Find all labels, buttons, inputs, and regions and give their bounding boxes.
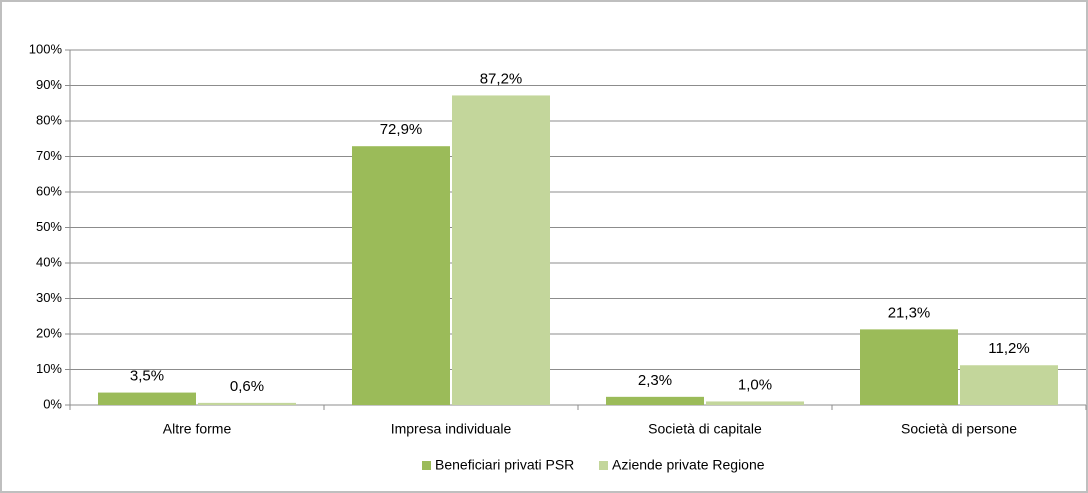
- x-tick-label: Impresa individuale: [391, 421, 512, 437]
- bar: [198, 402, 296, 405]
- value-label: 0,6%: [230, 378, 264, 395]
- value-label: 2,3%: [638, 372, 672, 389]
- x-tick-label: Società di capitale: [648, 421, 762, 437]
- bar: [706, 401, 804, 405]
- bar: [98, 392, 196, 405]
- value-label: 87,2%: [480, 70, 523, 87]
- legend-label: Aziende private Regione: [612, 457, 765, 473]
- y-tick-label: 80%: [36, 112, 62, 127]
- y-tick-label: 90%: [36, 77, 62, 92]
- y-tick-label: 60%: [36, 183, 62, 198]
- value-label: 3,5%: [130, 368, 164, 385]
- bar: [352, 146, 450, 405]
- y-tick-label: 40%: [36, 254, 62, 269]
- y-tick-label: 100%: [29, 41, 63, 56]
- legend-swatch: [422, 461, 431, 470]
- y-tick-label: 70%: [36, 148, 62, 163]
- y-tick-label: 20%: [36, 325, 62, 340]
- legend-swatch: [599, 461, 608, 470]
- value-label: 11,2%: [988, 340, 1029, 357]
- bar: [960, 365, 1058, 405]
- value-label: 72,9%: [380, 121, 423, 138]
- y-tick-label: 0%: [43, 396, 62, 411]
- y-tick-label: 10%: [36, 361, 62, 376]
- value-label: 21,3%: [888, 304, 931, 321]
- bar: [606, 396, 704, 405]
- value-label: 1,0%: [738, 376, 772, 393]
- y-tick-label: 30%: [36, 290, 62, 305]
- bar: [452, 95, 550, 405]
- bar: [860, 329, 958, 405]
- y-tick-label: 50%: [36, 219, 62, 234]
- x-tick-label: Altre forme: [163, 421, 232, 437]
- legend-label: Beneficiari privati PSR: [435, 457, 574, 473]
- x-tick-label: Società di persone: [901, 421, 1017, 437]
